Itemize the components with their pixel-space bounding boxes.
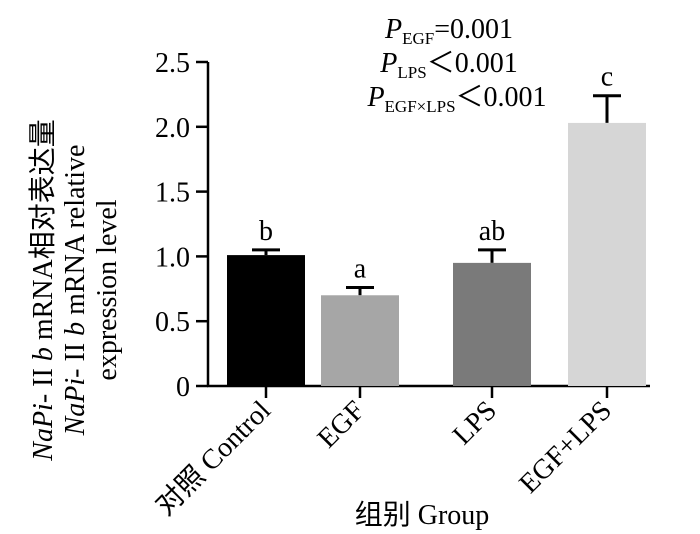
- y-axis-title-line-3: expression level: [92, 199, 123, 380]
- x-axis-title: 组别 Group: [355, 499, 490, 531]
- y-tick-label: 0.5: [155, 307, 190, 338]
- y-tick-label: 1.5: [155, 178, 190, 209]
- y-tick-label: 1.0: [155, 242, 190, 273]
- y-tick-label: 2.0: [155, 113, 190, 144]
- y-axis-title: NaPi- II b mRNA相对表达量 NaPi- II b mRNA rel…: [27, 119, 123, 461]
- stat-line: PLPS＜0.001: [379, 48, 517, 82]
- x-tick-label: EGF: [312, 395, 371, 454]
- y-axis-title-line-1: NaPi- II b mRNA相对表达量: [27, 119, 59, 461]
- bar: [568, 122, 646, 387]
- x-tick-label: EGF+LPS: [513, 395, 618, 500]
- bars: b a ab c: [227, 62, 646, 387]
- stat-line: PEGF=0.001: [384, 14, 513, 48]
- stat-line: PEGF×LPS＜0.001: [366, 82, 546, 116]
- x-tick-label: 对照 Control: [149, 394, 277, 522]
- y-axis-ticks: 0 0.5 1.0 1.5 2.0 2.5: [155, 48, 208, 403]
- significance-label: ab: [479, 216, 505, 247]
- significance-label: c: [601, 62, 613, 93]
- y-tick-label: 2.5: [155, 48, 190, 79]
- bar: [321, 295, 399, 386]
- y-tick-label: 0: [176, 372, 190, 403]
- significance-label: a: [354, 254, 367, 285]
- x-tick-label: LPS: [447, 395, 503, 451]
- significance-label: b: [259, 216, 273, 247]
- bar: [227, 255, 305, 386]
- bar: [453, 262, 531, 386]
- y-axis-title-line-2: NaPi- II b mRNA relative: [60, 145, 91, 437]
